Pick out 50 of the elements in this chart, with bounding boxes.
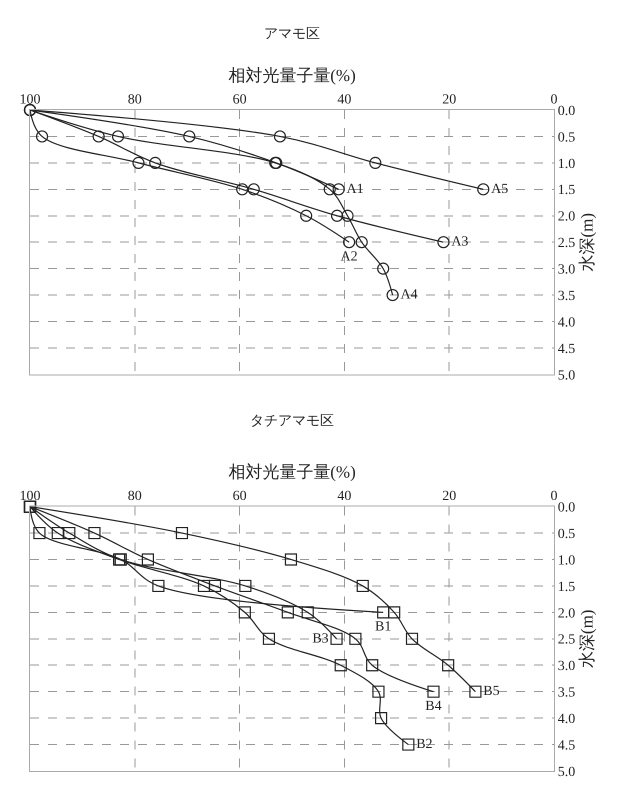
y-tick-label: 3.5 [558, 288, 576, 304]
x-tick-label: 100 [20, 489, 40, 504]
y-tick-label: 3.0 [558, 659, 576, 674]
y-tick-label: 0.0 [558, 104, 576, 119]
y-tick-label: 1.5 [558, 580, 576, 595]
y-tick-label: 0.5 [558, 526, 576, 542]
y-tick-label: 2.5 [558, 632, 576, 648]
y-tick-label: 2.0 [558, 210, 576, 225]
y-tick-label: 4.5 [558, 738, 576, 754]
y-tick-label: 1.0 [558, 553, 576, 568]
y-axis-title: 水深(m) [578, 610, 597, 668]
y-tick-label: 2.5 [558, 236, 576, 252]
y-tick-label: 3.0 [558, 262, 576, 278]
x-tick-label: 20 [442, 489, 456, 504]
series-label: B5 [483, 684, 500, 700]
y-axis-title: 水深(m) [578, 212, 597, 272]
y-tick-label: 2.0 [558, 606, 576, 622]
series-label: A4 [400, 288, 418, 303]
x-axis-title: 相対光量子量(%) [228, 66, 356, 85]
x-tick-label: 0 [550, 489, 558, 504]
x-tick-label: 20 [442, 92, 456, 108]
x-tick-label: 80 [128, 489, 142, 504]
y-tick-label: 4.0 [558, 315, 576, 330]
series-label: B2 [416, 737, 433, 752]
series-label: B3 [312, 631, 329, 646]
x-tick-label: 80 [128, 92, 142, 108]
series-label: B1 [375, 620, 392, 635]
y-tick-label: 1.0 [558, 156, 576, 172]
y-tick-label: 5.0 [558, 368, 576, 384]
chart-title: アマモ区 [264, 27, 320, 42]
x-tick-label: 100 [20, 92, 40, 108]
x-tick-label: 60 [232, 489, 247, 504]
series-label: A1 [346, 182, 364, 197]
x-tick-label: 0 [550, 92, 558, 108]
y-tick-label: 0.0 [558, 500, 576, 516]
y-tick-label: 0.5 [558, 130, 576, 146]
chart-title: タチアマモ区 [250, 414, 334, 429]
x-axis-title: 相対光量子量(%) [228, 462, 356, 482]
series-label: A5 [491, 182, 508, 197]
series-label: B4 [425, 699, 442, 714]
x-tick-label: 40 [337, 489, 352, 504]
y-tick-label: 3.5 [558, 686, 576, 701]
series-label: A2 [340, 250, 358, 265]
y-tick-label: 4.5 [558, 342, 576, 357]
series-label: A3 [451, 234, 468, 250]
y-tick-label: 1.5 [558, 183, 576, 198]
x-tick-label: 40 [337, 92, 352, 108]
x-tick-label: 60 [232, 92, 247, 108]
y-tick-label: 5.0 [558, 764, 576, 780]
y-tick-label: 4.0 [558, 712, 576, 728]
